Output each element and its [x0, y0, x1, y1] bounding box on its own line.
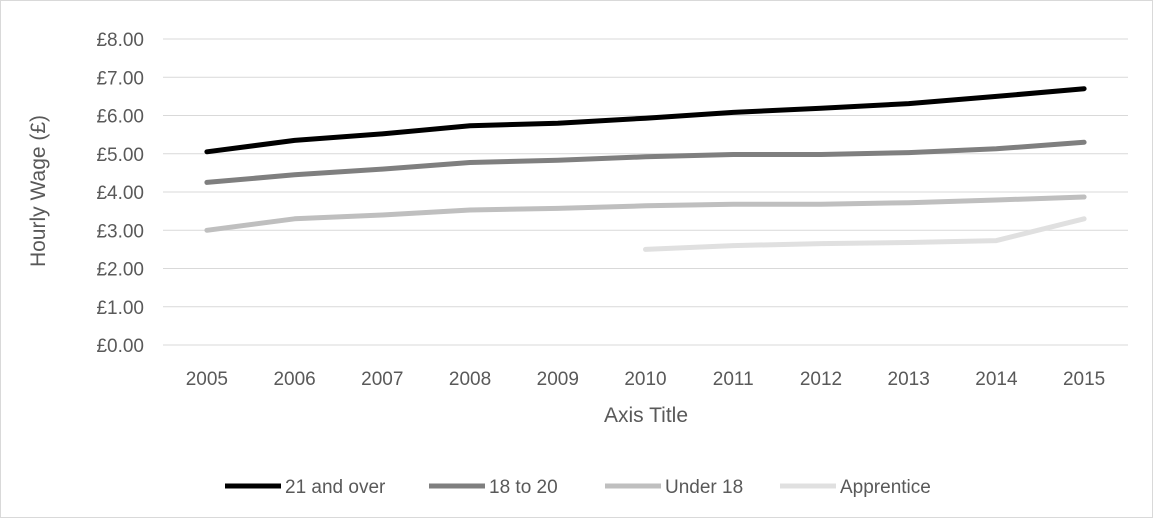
x-tick-label: 2007: [361, 369, 403, 390]
legend-item: Under 18: [605, 477, 743, 498]
legend-item: 18 to 20: [429, 477, 558, 498]
legend-label: 18 to 20: [489, 477, 558, 498]
x-tick-label: 2011: [713, 369, 754, 390]
x-tick-label: 2009: [537, 369, 579, 390]
legend-label: Apprentice: [840, 477, 931, 498]
series-line-2: [204, 194, 1087, 233]
y-tick-label: £0.00: [96, 336, 144, 357]
y-tick-label: £6.00: [96, 107, 144, 128]
legend-label: Under 18: [665, 477, 743, 498]
y-axis-title: Hourly Wage (£): [27, 115, 50, 267]
y-tick-label: £7.00: [96, 68, 144, 89]
gridlines: [163, 38, 1128, 346]
x-tick-label: 2012: [800, 369, 842, 390]
x-axis-title: Axis Title: [604, 404, 688, 427]
y-axis-ticks: £0.00 £1.00 £2.00 £3.00 £4.00 £5.00 £6.00 £7.00…: [96, 30, 144, 357]
legend: 21 and over 18 to 20 Under 18 Apprentice: [225, 477, 931, 498]
x-tick-label: 2006: [273, 369, 315, 390]
series-line-0: [204, 86, 1087, 155]
series-lines: [204, 86, 1087, 252]
y-tick-label: £4.00: [96, 183, 144, 204]
y-tick-label: £8.00: [96, 30, 144, 51]
series-line-3: [643, 216, 1087, 252]
y-tick-label: £3.00: [96, 221, 144, 242]
y-tick-label: £5.00: [96, 145, 144, 166]
x-axis-ticks: 2005 2006 2007 2008 2009 2010 2011 2012 2013 2014…: [186, 369, 1106, 390]
x-tick-label: 2015: [1063, 369, 1105, 390]
x-tick-label: 2010: [624, 369, 666, 390]
legend-label: 21 and over: [285, 477, 386, 498]
y-tick-label: £2.00: [96, 260, 144, 281]
legend-item: 21 and over: [225, 477, 386, 498]
x-tick-label: 2008: [449, 369, 491, 390]
x-tick-label: 2013: [888, 369, 930, 390]
legend-item: Apprentice: [780, 477, 931, 498]
series-line-1: [204, 139, 1087, 185]
x-tick-label: 2014: [975, 369, 1018, 390]
x-tick-label: 2005: [186, 369, 228, 390]
y-tick-label: £1.00: [96, 298, 144, 319]
